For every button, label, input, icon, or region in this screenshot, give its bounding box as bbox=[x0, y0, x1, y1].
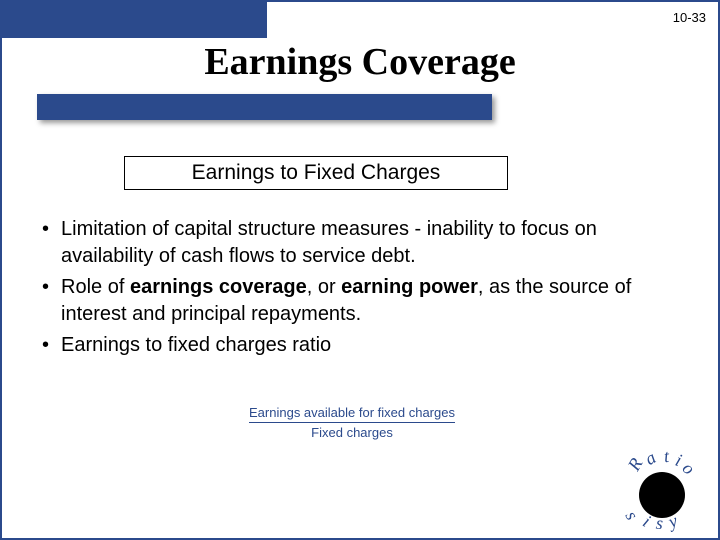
logo-letter: o bbox=[678, 458, 699, 479]
title-area: Earnings Coverage bbox=[2, 40, 718, 84]
subtitle-text: Earnings to Fixed Charges bbox=[192, 161, 441, 185]
list-item: • Role of earnings coverage, or earning … bbox=[42, 274, 678, 328]
bullet-text: Role of earnings coverage, or earning po… bbox=[61, 274, 678, 328]
bullet-icon: • bbox=[42, 274, 49, 301]
page-number: 10-33 bbox=[673, 10, 706, 25]
logo-letter: s bbox=[621, 507, 643, 524]
bullet-text: Earnings to fixed charges ratio bbox=[61, 332, 678, 359]
logo-circle-icon bbox=[639, 472, 685, 518]
subtitle-box: Earnings to Fixed Charges bbox=[124, 156, 508, 190]
slide-container: 10-33 Earnings Coverage Earnings to Fixe… bbox=[0, 0, 720, 540]
logo-letter: t bbox=[663, 446, 670, 467]
bullet-list: • Limitation of capital structure measur… bbox=[42, 216, 678, 363]
bullet-icon: • bbox=[42, 332, 49, 359]
formula-denominator: Fixed charges bbox=[233, 425, 471, 440]
bullet-icon: • bbox=[42, 216, 49, 243]
slide-title: Earnings Coverage bbox=[2, 40, 718, 84]
logo-letter: s bbox=[655, 513, 664, 535]
formula-numerator: Earnings available for fixed charges bbox=[249, 405, 455, 423]
title-underline-bar bbox=[37, 94, 492, 120]
logo-letter: y bbox=[666, 510, 681, 532]
bullet-text: Limitation of capital structure measures… bbox=[61, 216, 678, 270]
list-item: • Earnings to fixed charges ratio bbox=[42, 332, 678, 359]
formula-fraction: Earnings available for fixed charges Fix… bbox=[227, 400, 477, 444]
list-item: • Limitation of capital structure measur… bbox=[42, 216, 678, 270]
ratio-analysis-logo: R a t i o s i s y bbox=[613, 448, 703, 528]
logo-letter: i bbox=[639, 511, 654, 532]
top-accent-bar bbox=[2, 2, 267, 38]
